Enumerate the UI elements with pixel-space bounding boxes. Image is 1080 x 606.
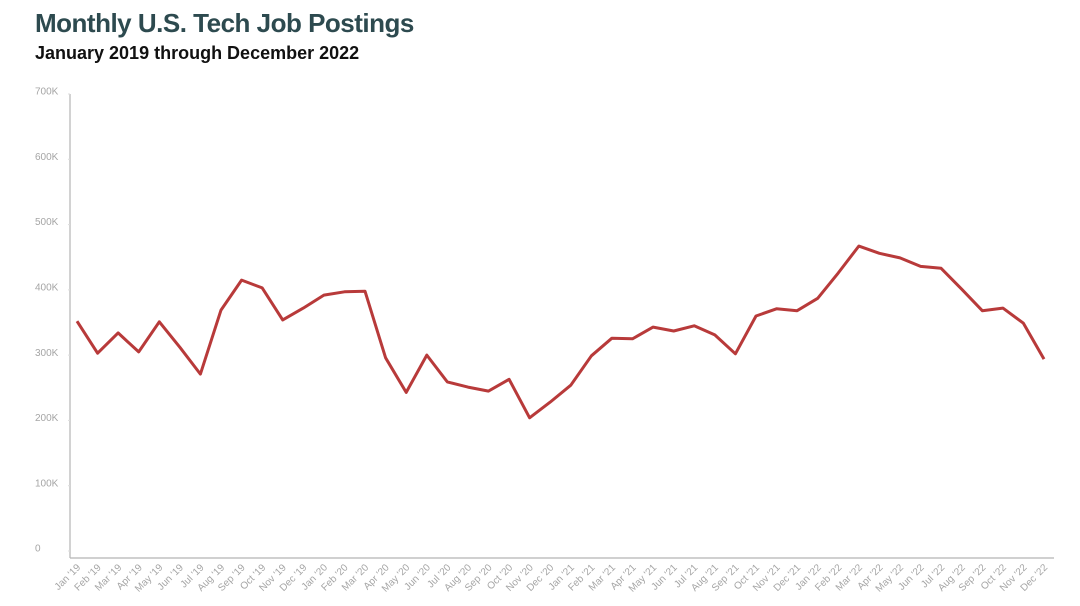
chart-title: Monthly U.S. Tech Job Postings [35, 8, 414, 38]
y-tick-label: 0 [35, 544, 41, 555]
y-tick-label: 700K [35, 87, 59, 98]
chart-subtitle: January 2019 through December 2022 [35, 43, 359, 63]
y-tick-label: 500K [35, 217, 59, 228]
data-line [75, 244, 1046, 420]
y-tick-label: 300K [35, 348, 59, 359]
y-tick-label: 400K [35, 282, 59, 293]
y-tick-label: 200K [35, 413, 59, 424]
y-tick-label: 100K [35, 478, 59, 489]
y-tick-label: 600K [35, 152, 59, 163]
